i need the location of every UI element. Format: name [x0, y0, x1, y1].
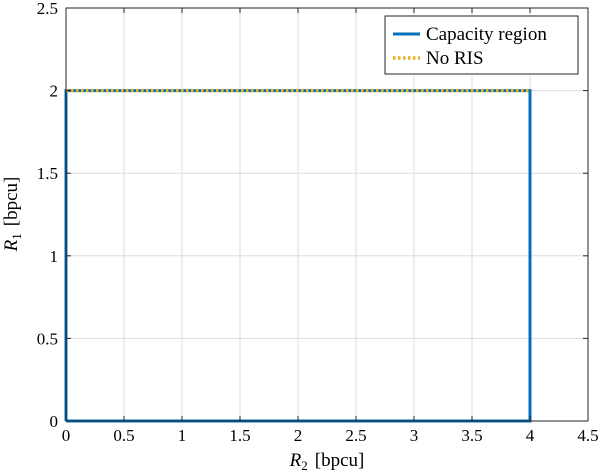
y-axis-label: R1 [bpcu]	[1, 177, 24, 253]
x-tick-label: 2.5	[345, 426, 366, 445]
y-tick-label: 0.5	[37, 329, 58, 348]
x-tick-label: 0.5	[113, 426, 134, 445]
x-tick-label: 3	[410, 426, 419, 445]
y-tick-label: 2.5	[37, 0, 58, 18]
x-tick-labels: 0 0.5 1 1.5 2 2.5 3 3.5 4 4.5	[62, 426, 599, 445]
y-tick-label: 1	[50, 247, 59, 266]
x-tick-label: 2	[294, 426, 303, 445]
x-tick-label: 1.5	[229, 426, 250, 445]
y-tick-labels: 0 0.5 1 1.5 2 2.5	[37, 0, 58, 431]
y-tick-label: 0	[50, 412, 59, 431]
x-axis-label: R2 [bpcu]	[289, 450, 365, 472]
x-tick-label: 0	[62, 426, 71, 445]
y-tick-label: 1.5	[37, 164, 58, 183]
y-axis-label-sub: 1	[9, 233, 24, 240]
tick-marks	[65, 7, 589, 422]
x-tick-label: 3.5	[461, 426, 482, 445]
x-axis-label-sub: 2	[301, 458, 308, 472]
x-tick-label: 4.5	[577, 426, 598, 445]
legend-label-capacity-region: Capacity region	[426, 24, 547, 45]
legend-label-no-ris: No RIS	[426, 48, 484, 69]
y-tick-label: 2	[50, 82, 59, 101]
plot-area	[66, 8, 588, 421]
legend-box	[384, 15, 579, 75]
x-tick-label: 1	[178, 426, 187, 445]
x-axis-label-var: R	[289, 450, 302, 471]
x-tick-label: 4	[526, 426, 535, 445]
legend: Capacity region No RIS	[384, 15, 579, 75]
x-axis-label-unit: [bpcu]	[315, 450, 365, 471]
y-axis-label-unit: [bpcu]	[1, 177, 22, 227]
y-axis-label-var: R	[1, 239, 22, 252]
axes-box	[65, 7, 589, 422]
